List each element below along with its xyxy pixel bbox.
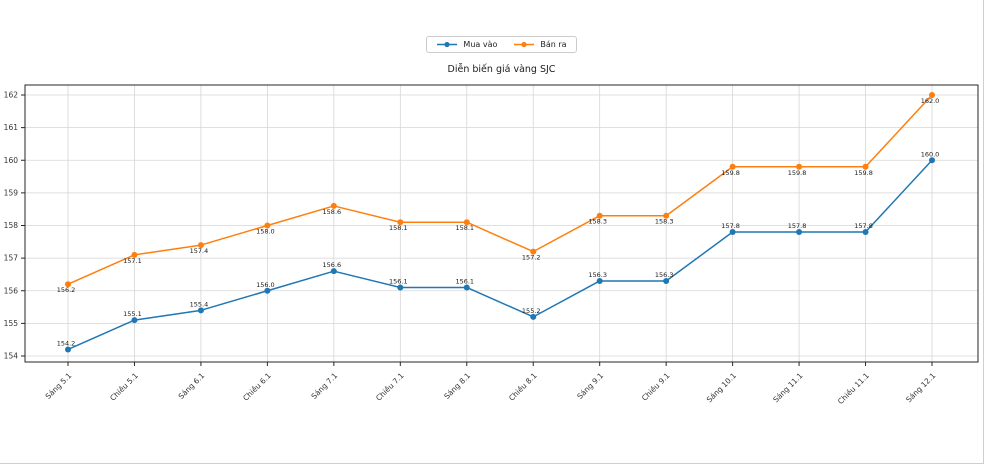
data-point-label: 157.4 <box>190 247 209 255</box>
data-point-marker <box>397 284 404 291</box>
data-point-marker <box>65 346 71 353</box>
data-point-marker <box>197 307 204 314</box>
data-point-marker <box>862 163 869 170</box>
x-tick-label: Chiều 7.1 <box>374 371 406 403</box>
data-point-label: 156.2 <box>57 286 76 294</box>
data-point-label: 156.3 <box>655 271 674 279</box>
data-point-label: 157.2 <box>522 254 541 262</box>
data-point-marker <box>463 219 470 226</box>
x-tick-label: Sáng 6.1 <box>177 371 207 401</box>
x-tick-label: Chiều 5.1 <box>108 371 140 403</box>
data-point-marker <box>729 163 736 170</box>
y-tick-label: 160 <box>4 156 19 165</box>
data-point-marker <box>330 268 337 275</box>
y-tick-label: 162 <box>4 91 19 100</box>
data-point-marker <box>929 92 935 98</box>
series-line <box>67 159 933 351</box>
data-point-label: 156.6 <box>323 261 342 269</box>
x-tick-label: Sáng 5.1 <box>44 371 74 401</box>
data-point-marker <box>796 163 803 170</box>
x-tick-label: Sáng 10.1 <box>705 371 738 404</box>
y-tick-label: 159 <box>4 188 19 197</box>
data-point-marker <box>131 251 138 258</box>
data-point-marker <box>663 277 670 284</box>
data-point-marker <box>330 202 337 209</box>
data-point-label: 155.4 <box>190 300 209 308</box>
data-point-label: 158.3 <box>588 218 607 226</box>
data-point-label: 158.0 <box>256 228 275 236</box>
y-tick-label: 156 <box>4 286 19 295</box>
data-point-label: 159.8 <box>721 169 740 177</box>
data-point-label: 155.1 <box>123 310 142 318</box>
data-point-marker <box>463 284 470 291</box>
data-point-label: 159.8 <box>854 169 873 177</box>
data-point-label: 156.0 <box>256 281 275 289</box>
y-tick-label: 158 <box>4 221 19 230</box>
data-point-marker <box>796 229 803 236</box>
data-point-marker <box>264 222 271 229</box>
x-tick-label: Sáng 8.1 <box>442 371 472 401</box>
x-tick-label: Sáng 11.1 <box>771 371 804 404</box>
data-point-label: 156.3 <box>588 271 607 279</box>
y-tick-label: 161 <box>4 123 19 132</box>
y-tick-label: 155 <box>4 319 19 328</box>
x-tick-label: Sáng 12.1 <box>904 371 937 404</box>
data-point-marker <box>397 219 404 226</box>
data-point-marker <box>530 313 537 320</box>
data-point-label: 157.8 <box>854 222 873 230</box>
data-point-label: 162.0 <box>921 97 940 105</box>
chart-title: Diễn biến giá vàng SJC <box>447 64 556 75</box>
data-point-marker <box>131 317 138 324</box>
plot-border <box>24 84 979 363</box>
data-point-marker <box>862 229 869 236</box>
data-point-label: 154.2 <box>57 339 76 347</box>
y-tick-label: 154 <box>4 352 19 361</box>
data-point-label: 156.1 <box>455 277 474 285</box>
data-point-label: 156.1 <box>389 277 408 285</box>
data-point-label: 158.1 <box>389 224 408 232</box>
data-point-marker <box>663 212 670 219</box>
x-tick-label: Sáng 7.1 <box>309 371 339 401</box>
x-tick-label: Chiều 6.1 <box>241 371 273 403</box>
data-point-marker <box>264 287 271 294</box>
data-point-label: 158.6 <box>323 208 342 216</box>
data-point-label: 155.2 <box>522 307 541 315</box>
data-point-label: 160.0 <box>921 150 940 158</box>
data-point-marker <box>197 242 204 249</box>
data-point-marker <box>530 248 537 255</box>
x-tick-label: Chiều 11.1 <box>836 371 871 406</box>
data-point-label: 158.1 <box>455 224 474 232</box>
data-point-marker <box>929 157 935 164</box>
data-point-label: 157.8 <box>788 222 807 230</box>
data-point-label: 158.3 <box>655 218 674 226</box>
data-point-marker <box>65 281 71 288</box>
data-point-label: 157.8 <box>721 222 740 230</box>
data-point-marker <box>596 212 603 219</box>
y-tick-label: 157 <box>4 254 19 263</box>
series-line <box>67 94 933 285</box>
x-tick-label: Sáng 9.1 <box>575 371 605 401</box>
data-point-marker <box>729 229 736 236</box>
data-point-marker <box>596 277 603 284</box>
x-tick-label: Chiều 8.1 <box>507 371 539 403</box>
data-point-label: 157.1 <box>123 257 142 265</box>
x-tick-label: Chiều 9.1 <box>640 371 672 403</box>
data-point-label: 159.8 <box>788 169 807 177</box>
